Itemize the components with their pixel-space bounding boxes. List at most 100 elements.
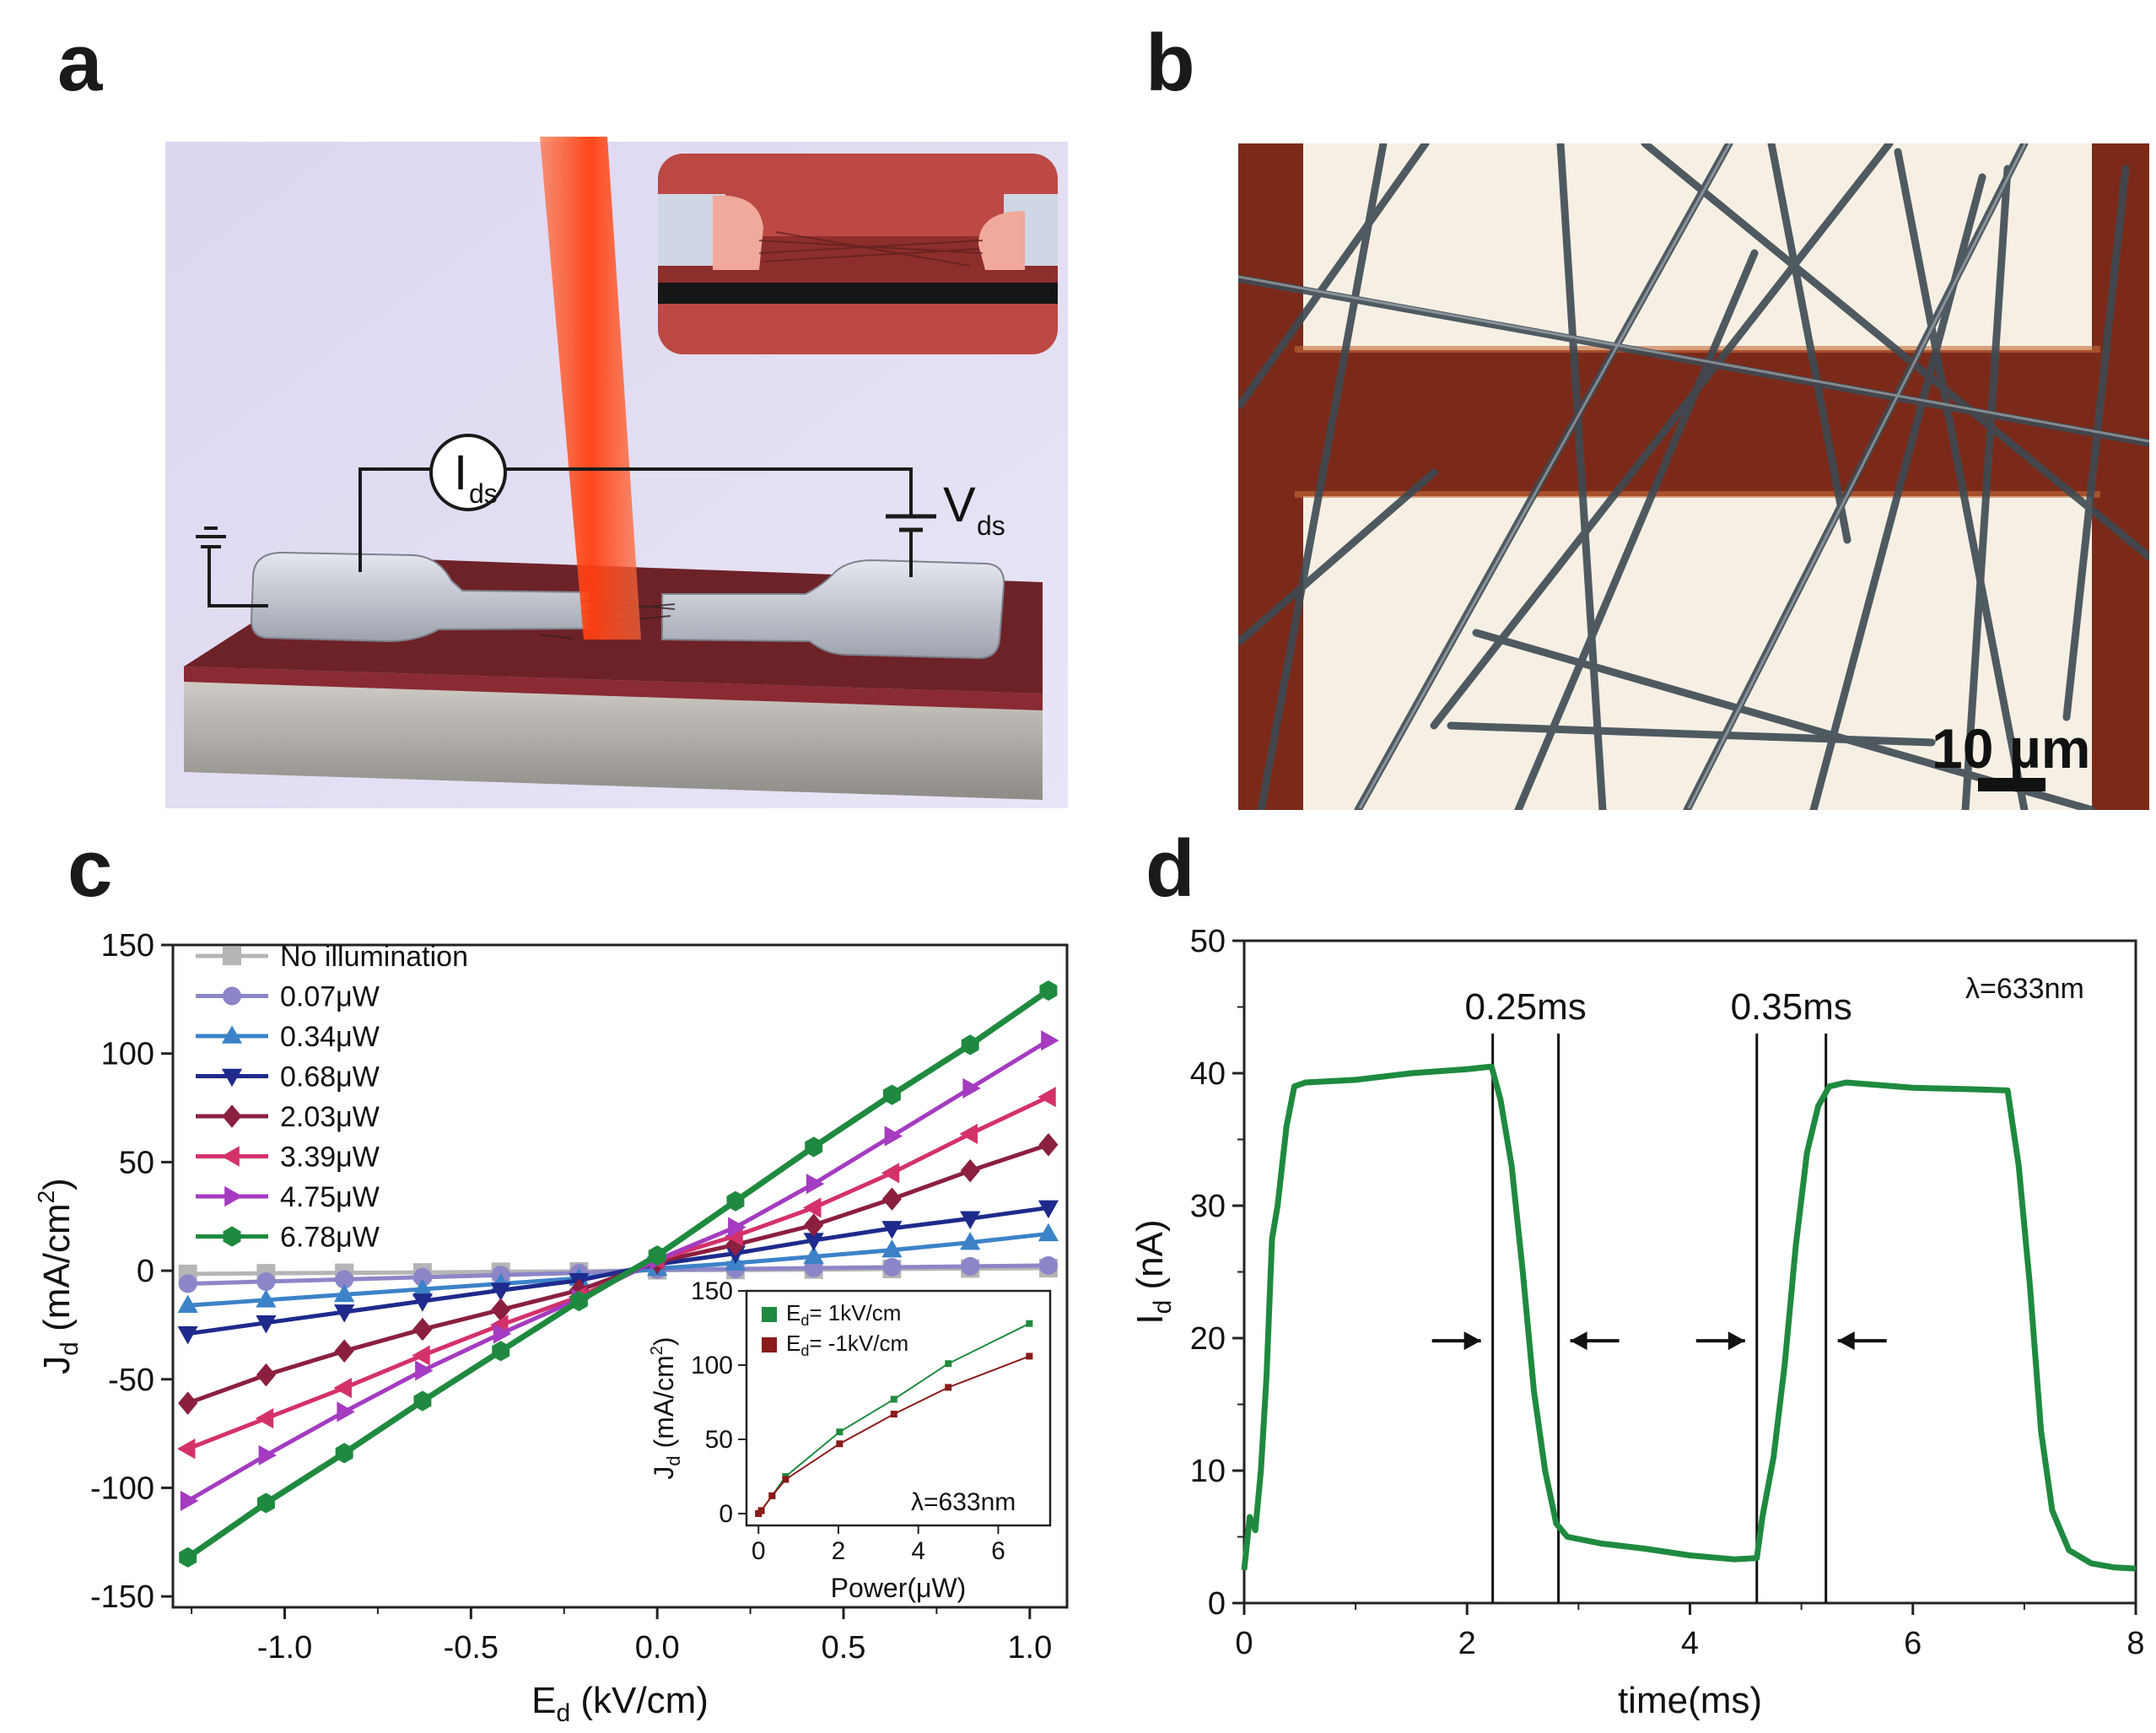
inset-x-tick-label: 4	[911, 1537, 925, 1565]
inset-y-tick-label: 150	[691, 1277, 733, 1305]
panel-label-a: a	[57, 18, 103, 108]
x-tick-label: -1.0	[257, 1630, 312, 1666]
y-tick-label: 0	[1208, 1586, 1226, 1622]
panel-b-micrograph: 10 µm	[1238, 143, 2149, 810]
x-tick-label: 0.5	[822, 1630, 866, 1666]
data-point	[178, 1391, 198, 1415]
laser-beam	[540, 137, 641, 640]
data-point	[412, 1345, 430, 1366]
legend-label: 3.39μW	[280, 1142, 380, 1174]
substrate-edge	[184, 667, 1043, 710]
data-point	[258, 1444, 278, 1466]
inset-series	[755, 1352, 1033, 1517]
data-point	[490, 1282, 511, 1301]
inset-legend-swatch	[762, 1307, 777, 1322]
data-point	[413, 1390, 432, 1412]
inset-data-point	[757, 1507, 765, 1514]
data-point	[177, 1325, 198, 1345]
x-tick-label: 0	[1235, 1626, 1253, 1661]
data-point	[881, 1187, 902, 1211]
circuit	[196, 434, 936, 607]
legend-marker	[223, 986, 241, 1006]
y-tick-label: -100	[90, 1471, 154, 1506]
data-point	[1038, 1200, 1059, 1219]
data-point	[493, 1323, 512, 1344]
legend-label: 2.03μW	[280, 1101, 380, 1133]
y-tick-label: 50	[119, 1145, 154, 1180]
legend-marker	[221, 1146, 240, 1167]
data-point	[806, 1174, 825, 1195]
y-tick-label: 20	[1190, 1321, 1226, 1357]
data-point	[960, 1231, 981, 1250]
y-tick-label: -50	[108, 1363, 154, 1398]
data-point	[337, 1401, 355, 1423]
data-point	[492, 1341, 510, 1362]
data-point	[726, 1190, 745, 1212]
data-point	[177, 1294, 198, 1314]
data-point	[255, 1407, 274, 1429]
data-point	[960, 1211, 981, 1229]
x-tick-label: -0.5	[444, 1630, 499, 1666]
legend-marker	[223, 947, 241, 965]
inset-wavelength-annotation: λ=633nm	[911, 1488, 1016, 1516]
data-point	[804, 1213, 824, 1237]
inset-plot-frame	[745, 1289, 1052, 1527]
data-point	[1038, 1255, 1058, 1275]
data-point	[256, 1271, 276, 1291]
inset-y-ticks: 0 50 100 150	[691, 1277, 747, 1528]
lower-electrode	[1303, 496, 2092, 810]
x-tick-label: 4	[1681, 1626, 1699, 1661]
data-point	[803, 1245, 824, 1265]
data-point	[881, 1221, 903, 1239]
y-tick-label: 40	[1190, 1056, 1226, 1092]
x-tick-label: 2	[1458, 1626, 1476, 1661]
arrow-head	[1463, 1331, 1481, 1351]
scale-bar	[1978, 778, 2046, 791]
inset-data-point	[836, 1428, 844, 1436]
inset-data-point	[836, 1440, 844, 1448]
legend-label: No illumination	[280, 941, 468, 973]
data-point	[728, 1217, 747, 1238]
data-point	[882, 1257, 902, 1277]
y-tick-label: 30	[1190, 1189, 1226, 1224]
legend-label: 0.07μW	[280, 981, 380, 1013]
panel-label-d: d	[1145, 823, 1195, 914]
data-point	[1038, 1133, 1059, 1157]
legend-label: 0.34μW	[280, 1021, 380, 1053]
data-point	[412, 1293, 434, 1312]
data-point	[569, 1290, 588, 1312]
current-trace	[1241, 1063, 2137, 1572]
inset-legend-label: Ed= -1kV/cm	[786, 1331, 908, 1359]
data-point	[959, 1123, 978, 1145]
inset-data-point	[890, 1411, 897, 1418]
data-point	[412, 1267, 432, 1287]
x-tick-label: 0.0	[635, 1630, 680, 1666]
data-point	[961, 1256, 980, 1276]
y-tick-label: 150	[101, 928, 154, 964]
data-point	[179, 1547, 197, 1568]
y-tick-label: -150	[90, 1579, 154, 1615]
inset-data-point	[1026, 1352, 1033, 1360]
timing-arrows	[1431, 1331, 1887, 1351]
inset-data-point	[945, 1384, 952, 1391]
data-point	[962, 1077, 981, 1099]
data-point	[803, 1197, 822, 1218]
data-point	[335, 1270, 354, 1289]
inset-data-point	[768, 1492, 776, 1499]
data-point	[412, 1278, 434, 1297]
wavelength-annotation: λ=633nm	[1965, 973, 2084, 1005]
inset-x-axis-title: Power(μW)	[831, 1573, 967, 1603]
x-tick-label: 1.0	[1007, 1630, 1052, 1666]
inset-series-group	[755, 1320, 1033, 1517]
data-point	[960, 1158, 980, 1183]
arrow-head	[1727, 1331, 1745, 1351]
inset-y-axis-title: Jd (mA/cm2)	[648, 1336, 684, 1479]
data-point	[178, 1274, 197, 1293]
inset-x-tick-label: 0	[752, 1537, 766, 1565]
plot-frame-c	[171, 943, 1069, 1609]
data-point	[882, 1084, 901, 1105]
data-point	[1038, 1223, 1059, 1242]
legend-label: 4.75μW	[280, 1181, 380, 1213]
